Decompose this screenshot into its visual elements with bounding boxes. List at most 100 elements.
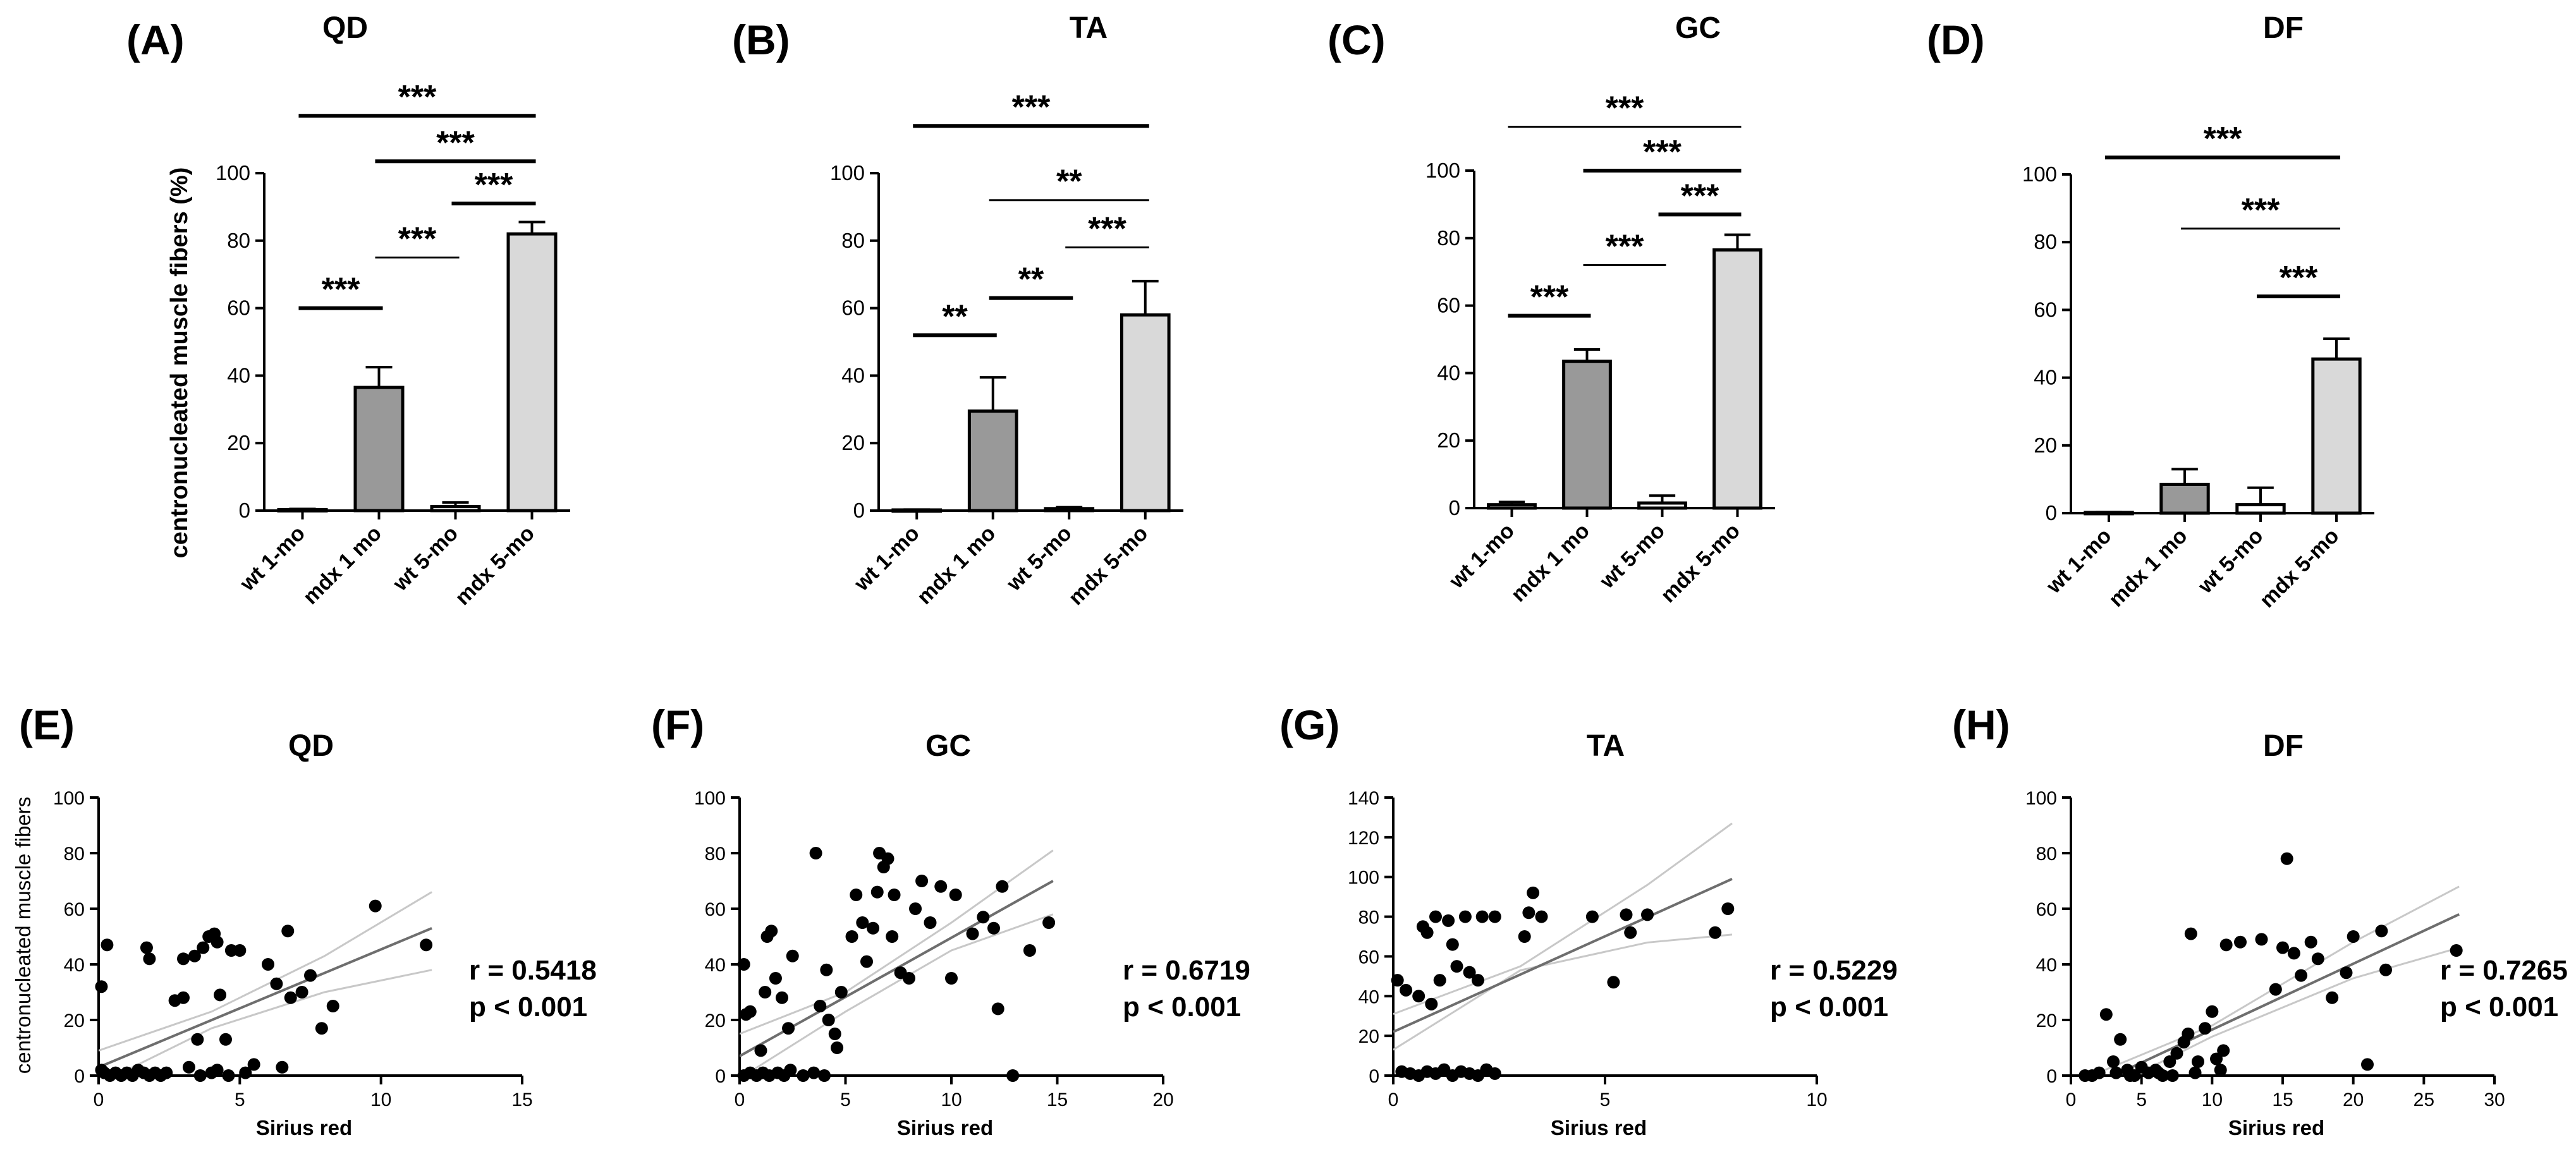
data-point	[193, 1069, 207, 1082]
bar	[2084, 511, 2134, 516]
data-point	[2192, 1055, 2204, 1068]
data-point	[2450, 944, 2463, 957]
significance-label: ***	[1643, 134, 1682, 171]
data-point	[188, 949, 201, 962]
data-point	[949, 889, 962, 901]
data-point	[2170, 1047, 2183, 1060]
data-point	[2199, 1022, 2212, 1035]
data-point	[1721, 902, 1735, 915]
y-tick-label: 0	[239, 499, 250, 522]
correlation-p: p < 0.001	[1770, 992, 1888, 1022]
data-point	[797, 1069, 810, 1082]
correlation-r: r = 0.5229	[1770, 955, 1898, 986]
data-point	[2287, 947, 2300, 960]
data-point	[1458, 910, 1472, 923]
significance-label: **	[942, 298, 968, 335]
x-axis-label: Sirius red	[897, 1116, 993, 1139]
bar	[1044, 507, 1095, 513]
correlation-p: p < 0.001	[469, 992, 587, 1022]
bar	[1562, 360, 1612, 510]
bar	[353, 385, 405, 513]
y-tick-label: 100	[53, 788, 85, 809]
x-tick-label: 10	[2202, 1089, 2223, 1110]
y-tick-label: 60	[705, 899, 726, 920]
data-point	[991, 1002, 1004, 1016]
data-point	[1527, 886, 1540, 899]
data-point	[886, 930, 899, 943]
y-axis-label-bottom: centronucleated muscle fibers	[11, 797, 35, 1074]
data-point	[2295, 969, 2308, 982]
confidence-band-lower	[113, 969, 432, 1076]
data-point	[1475, 910, 1489, 923]
data-point	[247, 1058, 260, 1071]
data-point	[222, 1069, 235, 1082]
bar	[1120, 313, 1171, 513]
data-point	[1620, 908, 1633, 921]
y-tick-label: 20	[227, 431, 250, 454]
y-tick-label: 100	[216, 161, 250, 185]
data-point	[1391, 974, 1404, 987]
y-tick-label: 0	[2046, 501, 2057, 525]
y-tick-label: 40	[2036, 955, 2057, 976]
bar	[2311, 357, 2362, 515]
data-point	[831, 1041, 844, 1054]
data-point	[814, 1000, 827, 1012]
data-point	[845, 930, 858, 943]
data-point	[1450, 960, 1463, 973]
x-tick-label: 5	[235, 1089, 245, 1110]
data-point	[2276, 941, 2289, 954]
correlation-r: r = 0.5418	[469, 955, 597, 986]
y-tick-label: 100	[1348, 868, 1379, 889]
x-axis-label: Sirius red	[256, 1116, 352, 1139]
y-tick-label: 100	[694, 788, 726, 809]
y-tick-label: 60	[1437, 294, 1460, 317]
data-point	[2311, 952, 2324, 966]
y-axis-label-top: centronucleated muscle fibers (%)	[166, 167, 193, 559]
confidence-band-lower	[1393, 933, 1733, 1051]
panel-title: TA	[1587, 729, 1625, 763]
data-point	[219, 1033, 232, 1046]
data-point	[860, 955, 873, 968]
significance-label: ***	[2280, 260, 2318, 296]
data-point	[2375, 925, 2388, 938]
y-tick-label: 80	[1437, 226, 1460, 250]
x-tick-label: 20	[2343, 1089, 2364, 1110]
data-point	[1042, 916, 1056, 929]
y-tick-label: 0	[2046, 1066, 2057, 1087]
correlation-r: r = 0.6719	[1123, 955, 1250, 986]
x-tick-label: 30	[2484, 1089, 2505, 1110]
data-point	[2304, 935, 2317, 949]
data-point	[233, 944, 247, 957]
data-point	[769, 972, 782, 985]
y-tick-label: 40	[227, 363, 250, 387]
data-point	[2152, 1066, 2165, 1079]
y-tick-label: 100	[1425, 159, 1460, 182]
y-tick-label: 20	[1358, 1026, 1379, 1047]
data-point	[2109, 1066, 2123, 1079]
correlation-r: r = 0.7265	[2440, 955, 2568, 986]
y-tick-label: 60	[64, 899, 85, 920]
y-tick-label: 80	[841, 229, 865, 252]
data-point	[2123, 1069, 2137, 1082]
y-tick-label: 100	[2022, 162, 2057, 186]
data-point	[1709, 926, 1722, 939]
y-tick-label: 100	[2025, 788, 2057, 809]
data-point	[1522, 906, 1535, 919]
data-point	[2092, 1066, 2106, 1079]
y-tick-label: 20	[2036, 1010, 2057, 1031]
data-point	[304, 969, 317, 982]
bar	[1712, 248, 1762, 510]
data-point	[1624, 926, 1637, 939]
data-point	[966, 927, 979, 940]
data-point	[1006, 1069, 1020, 1082]
data-point	[996, 880, 1009, 893]
panel-title: DF	[2263, 11, 2304, 45]
panel-title: DF	[2263, 729, 2304, 763]
data-point	[870, 885, 884, 899]
x-tick-label: 15	[511, 1089, 532, 1110]
bar	[1637, 501, 1687, 510]
data-point	[326, 1000, 339, 1012]
regression-line	[99, 926, 432, 1069]
confidence-band-upper	[99, 891, 432, 1052]
